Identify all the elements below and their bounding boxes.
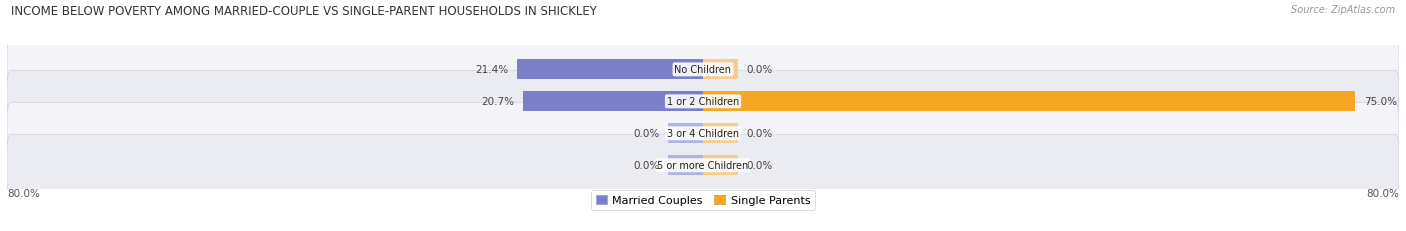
- Bar: [703, 60, 738, 80]
- FancyBboxPatch shape: [7, 39, 1399, 101]
- Text: 75.0%: 75.0%: [1364, 97, 1398, 107]
- Bar: [668, 124, 703, 144]
- FancyBboxPatch shape: [7, 135, 1399, 196]
- Text: 0.0%: 0.0%: [747, 161, 773, 170]
- Bar: [517, 60, 703, 80]
- Text: 0.0%: 0.0%: [747, 65, 773, 75]
- Legend: Married Couples, Single Parents: Married Couples, Single Parents: [592, 191, 814, 210]
- Text: 3 or 4 Children: 3 or 4 Children: [666, 129, 740, 139]
- Text: 80.0%: 80.0%: [1367, 188, 1399, 198]
- Text: 20.7%: 20.7%: [481, 97, 515, 107]
- FancyBboxPatch shape: [7, 103, 1399, 165]
- Bar: [703, 156, 738, 175]
- Text: 80.0%: 80.0%: [7, 188, 39, 198]
- Text: 0.0%: 0.0%: [747, 129, 773, 139]
- Text: 5 or more Children: 5 or more Children: [658, 161, 748, 170]
- Bar: [668, 156, 703, 175]
- Text: 0.0%: 0.0%: [633, 161, 659, 170]
- Text: 1 or 2 Children: 1 or 2 Children: [666, 97, 740, 107]
- FancyBboxPatch shape: [7, 71, 1399, 133]
- Text: 0.0%: 0.0%: [633, 129, 659, 139]
- Text: 21.4%: 21.4%: [475, 65, 508, 75]
- Text: Source: ZipAtlas.com: Source: ZipAtlas.com: [1291, 5, 1395, 15]
- Bar: [703, 124, 738, 144]
- Bar: [523, 92, 703, 112]
- Text: INCOME BELOW POVERTY AMONG MARRIED-COUPLE VS SINGLE-PARENT HOUSEHOLDS IN SHICKLE: INCOME BELOW POVERTY AMONG MARRIED-COUPL…: [11, 5, 598, 18]
- Bar: [703, 92, 1355, 112]
- Text: No Children: No Children: [675, 65, 731, 75]
